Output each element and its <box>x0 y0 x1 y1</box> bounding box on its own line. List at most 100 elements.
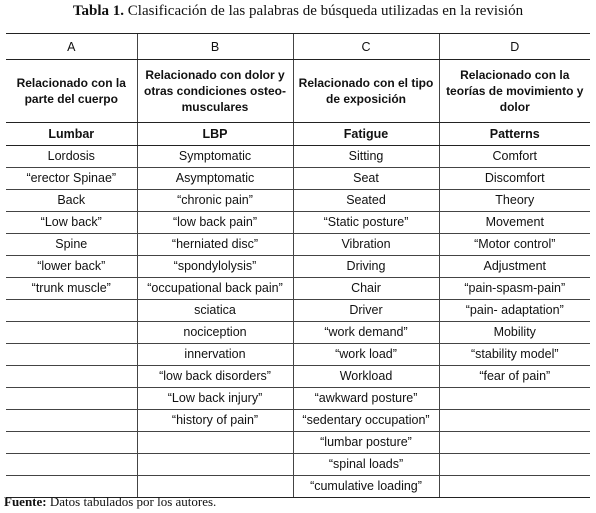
table-cell: “low back pain” <box>136 211 293 234</box>
table-row: “erector Spinae” Asymptomatic Seat Discomfo… <box>6 167 590 190</box>
table-cell <box>6 431 137 454</box>
source-label: Fuente: <box>4 494 47 509</box>
table-cell: Movement <box>438 211 590 234</box>
table-cell: “Low back” <box>6 211 137 234</box>
table-row: “spinal loads” <box>6 453 590 476</box>
table-cell <box>438 475 590 498</box>
table-cell: Theory <box>438 189 590 212</box>
table-cell <box>438 431 590 454</box>
table-cell: “sedentary occupation” <box>292 409 439 432</box>
column-description: Relacionado con la teorías de movimiento… <box>438 59 590 123</box>
table-row: “Low back” “low back pain” “Static posture… <box>6 211 590 234</box>
table-cell: “fear of pain” <box>438 365 590 388</box>
table-row: “Low back injury” “awkward posture” <box>6 387 590 410</box>
source-text: Datos tabulados por los autores. <box>49 494 217 509</box>
table-cell <box>6 365 137 388</box>
table-cell: “work demand” <box>292 321 439 344</box>
table-cell: “low back disorders” <box>136 365 293 388</box>
table-cell: “work load” <box>292 343 439 366</box>
table-cell: innervation <box>136 343 293 366</box>
table-cell: “pain-spasm-pain” <box>438 277 590 300</box>
table-cell: Seated <box>292 189 439 212</box>
search-terms-table: A B C D Relacionado con la parte del cue… <box>6 33 590 498</box>
caption-label: Tabla 1. <box>72 3 125 19</box>
column-letter: D <box>438 33 590 60</box>
table-cell: “erector Spinae” <box>6 167 137 190</box>
table-cell <box>438 387 590 410</box>
table-cell <box>136 453 293 476</box>
table-cell: Adjustment <box>438 255 590 278</box>
table-body: Lordosis Symptomatic Sitting Comfort “erecto… <box>6 145 590 498</box>
table-row: “low back disorders” Workload “fear of pai… <box>6 365 590 388</box>
column-letter: A <box>6 33 137 60</box>
column-letter: B <box>136 33 293 60</box>
table-row: nociception “work demand” Mobility <box>6 321 590 344</box>
table-row: “cumulative loading” <box>6 475 590 498</box>
table-cell: “stability model” <box>438 343 590 366</box>
table-cell <box>136 431 293 454</box>
table-cell: “awkward posture” <box>292 387 439 410</box>
column-header: Lumbar <box>6 122 137 146</box>
table-cell: “herniated disc” <box>136 233 293 256</box>
table-row: “lower back” “spondylolysis” Driving Adjust… <box>6 255 590 278</box>
table-cell <box>438 409 590 432</box>
source-note: Fuente: Datos tabulados por los autores. <box>4 494 216 510</box>
table-cell: Seat <box>292 167 439 190</box>
table-cell: Driving <box>292 255 439 278</box>
column-header: Fatigue <box>292 122 439 146</box>
table-cell: “spinal loads” <box>292 453 439 476</box>
column-description: Relacionado con la parte del cuerpo <box>6 59 137 123</box>
table-cell <box>6 453 137 476</box>
column-descriptions-row: Relacionado con la parte del cuerpo Rela… <box>6 59 590 123</box>
column-header: LBP <box>136 122 293 146</box>
table-cell: “pain- adaptation” <box>438 299 590 322</box>
table-cell: “trunk muscle” <box>6 277 137 300</box>
table-cell <box>6 343 137 366</box>
table-cell: “chronic pain” <box>136 189 293 212</box>
table-cell: “occupational back pain” <box>136 277 293 300</box>
column-header: Patterns <box>438 122 590 146</box>
column-headers-row: Lumbar LBP Fatigue Patterns <box>6 122 590 146</box>
table-cell: Chair <box>292 277 439 300</box>
table-cell <box>136 475 293 498</box>
table-cell: “lower back” <box>6 255 137 278</box>
table-row: Back “chronic pain” Seated Theory <box>6 189 590 212</box>
table-cell <box>6 299 137 322</box>
table-row: “lumbar posture” <box>6 431 590 454</box>
table-cell: “spondylolysis” <box>136 255 293 278</box>
column-description: Relacionado con dolor y otras condicione… <box>136 59 293 123</box>
table-cell: “lumbar posture” <box>292 431 439 454</box>
table-cell <box>6 321 137 344</box>
table-cell: sciatica <box>136 299 293 322</box>
table-cell: Lordosis <box>6 145 137 168</box>
table-cell: Back <box>6 189 137 212</box>
table-caption: Tabla 1. Clasificación de las palabras d… <box>0 2 596 20</box>
column-letter: C <box>292 33 439 60</box>
table-cell: nociception <box>136 321 293 344</box>
table-cell: Spine <box>6 233 137 256</box>
table-cell <box>6 475 137 498</box>
table-cell: Symptomatic <box>136 145 293 168</box>
table-cell: Mobility <box>438 321 590 344</box>
caption-text: Clasificación de las palabras de búsqued… <box>127 3 524 19</box>
table-cell <box>6 387 137 410</box>
table-cell: Sitting <box>292 145 439 168</box>
table-cell: “Motor control” <box>438 233 590 256</box>
table-row: innervation “work load” “stability model” <box>6 343 590 366</box>
table-cell: Driver <box>292 299 439 322</box>
table-cell <box>6 409 137 432</box>
table-cell: “cumulative loading” <box>292 475 439 498</box>
table-cell: Asymptomatic <box>136 167 293 190</box>
table-cell: “Low back injury” <box>136 387 293 410</box>
table-cell: Discomfort <box>438 167 590 190</box>
table-cell: Vibration <box>292 233 439 256</box>
table-row: Lordosis Symptomatic Sitting Comfort <box>6 145 590 168</box>
table-row: sciatica Driver “pain- adaptation” <box>6 299 590 322</box>
column-letters-row: A B C D <box>6 33 590 60</box>
table-row: Spine “herniated disc” Vibration “Motor con… <box>6 233 590 256</box>
table-row: “trunk muscle” “occupational back pain” Ch… <box>6 277 590 300</box>
table-cell: Comfort <box>438 145 590 168</box>
table-row: “history of pain” “sedentary occupation” <box>6 409 590 432</box>
table-cell: “history of pain” <box>136 409 293 432</box>
table-cell <box>438 453 590 476</box>
